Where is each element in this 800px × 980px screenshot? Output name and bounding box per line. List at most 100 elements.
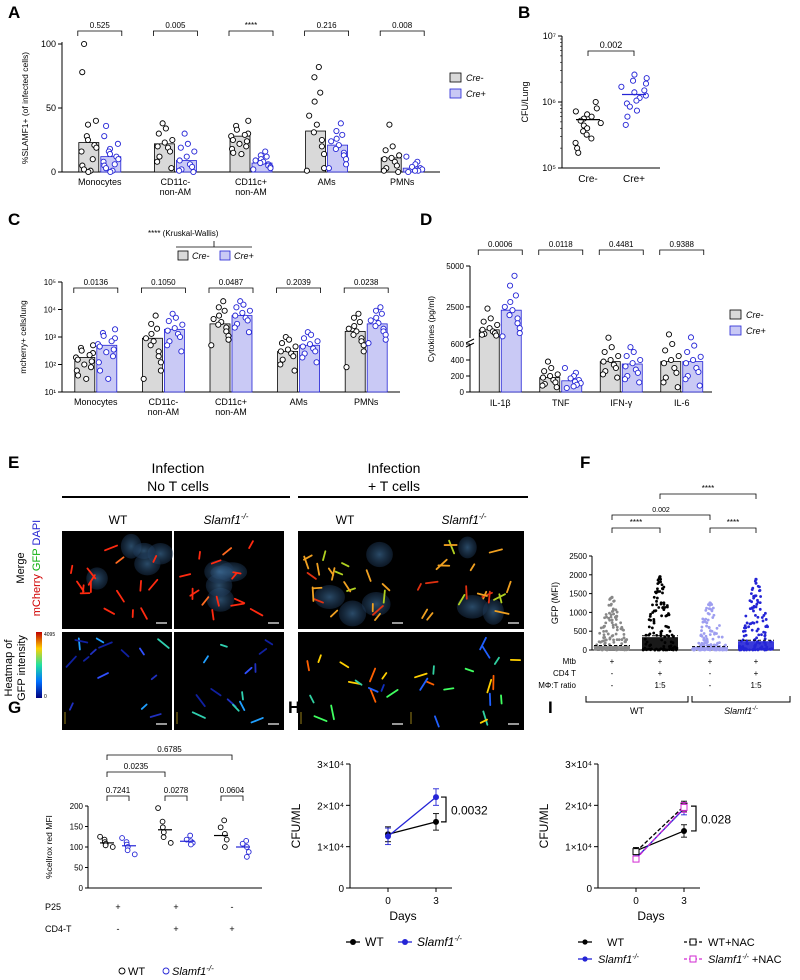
f-point: [763, 611, 767, 615]
bacterium: [381, 672, 388, 680]
bacterium: [148, 578, 159, 591]
f-point: [766, 625, 769, 629]
f-point-max: [754, 577, 758, 581]
a-point: [339, 131, 346, 138]
f-point: [745, 621, 749, 625]
c-point: [157, 359, 164, 366]
f-point: [764, 643, 767, 647]
panel-label-i: I: [548, 698, 553, 717]
legend-swatch-cre-plus-c: [219, 250, 231, 261]
dapi-nucleus: [338, 600, 367, 627]
g-condition-value: -: [117, 924, 120, 934]
f-point: [754, 613, 757, 617]
d-point: [484, 305, 491, 312]
f-point: [612, 612, 616, 616]
f-point: [651, 603, 654, 607]
d-point: [493, 332, 500, 339]
f-sig-baseline-label: 0.002: [652, 507, 670, 514]
d-point: [690, 356, 697, 364]
bacterium: [210, 688, 222, 697]
legend-marker-slamf1-h: [402, 939, 408, 945]
bacterium: [421, 608, 429, 619]
b-point: [641, 87, 648, 94]
g-point: [119, 835, 125, 841]
c-point: [239, 309, 246, 316]
f-point: [652, 595, 656, 599]
f-point: [658, 590, 662, 593]
f-point: [664, 648, 667, 652]
d-point: [600, 358, 607, 365]
f-condition-label: MΦ:T ratio: [538, 681, 576, 690]
h-point: [433, 818, 439, 825]
c-point: [215, 304, 222, 311]
f-point: [644, 642, 648, 646]
c-point: [112, 326, 119, 333]
f-point: [707, 648, 710, 651]
f-condition-label: Mtb: [563, 657, 577, 666]
a-point: [177, 144, 184, 151]
c-ytick-label: 10⁴: [44, 306, 57, 315]
f-point: [615, 628, 619, 632]
group2-title-line2: + T cells: [368, 478, 420, 494]
c-point: [208, 342, 215, 349]
a-xtick-label: non-AM: [235, 187, 267, 197]
a-point: [315, 63, 322, 71]
f-point: [755, 620, 759, 624]
bacterium: [380, 684, 385, 692]
d-point: [539, 374, 547, 381]
f-condition-value: +: [658, 669, 663, 678]
d-point: [662, 347, 669, 354]
a-point: [313, 121, 320, 128]
f-point: [611, 623, 615, 627]
c-pvalue-label: 0.0136: [84, 278, 109, 287]
bacterium: [198, 550, 201, 560]
f-point: [718, 648, 722, 652]
a-point: [85, 168, 92, 176]
d-pvalue-line: [477, 249, 523, 255]
a-xtick-label: CD11c+: [235, 177, 267, 187]
a-xtick-label: non-AM: [160, 187, 192, 197]
bacterium: [330, 704, 335, 721]
f-point: [756, 627, 760, 631]
f-point: [648, 614, 652, 618]
legend-i: WT Slamf1-/- WT+NAC Slamf1-/- +NAC: [578, 937, 782, 966]
bacterium: [479, 718, 488, 724]
a-pvalue-line: [153, 30, 198, 36]
bacterium: [481, 645, 491, 659]
f-point: [663, 635, 667, 639]
b-point: [583, 131, 590, 138]
f-point: [711, 637, 715, 641]
group2-title-line1: Infection: [368, 460, 421, 476]
b-ytick-label: 10⁷: [543, 31, 556, 41]
d-y-axis-label: Cytokines (pg/ml): [426, 296, 436, 362]
f-point: [608, 618, 612, 622]
a-point: [156, 153, 163, 160]
d-point: [501, 303, 508, 310]
a-point: [167, 148, 174, 155]
b-ytick-label: 10⁵: [542, 163, 556, 173]
b-point: [577, 117, 584, 124]
legend-label-wt: WT: [128, 966, 145, 978]
f-point: [754, 581, 758, 585]
c-point: [312, 348, 319, 355]
f-point: [674, 646, 678, 650]
c-point: [345, 325, 352, 332]
c-point: [105, 375, 112, 382]
bacterium: [150, 674, 158, 681]
g-y-axis-label: %cellrox red MFI: [44, 815, 54, 879]
f-point: [742, 634, 746, 638]
bacterium: [481, 591, 493, 598]
c-point: [373, 314, 380, 321]
bacterium: [103, 607, 116, 615]
c-point: [378, 310, 385, 317]
bacterium: [354, 679, 363, 686]
bacterium: [68, 702, 74, 711]
f-point: [605, 629, 608, 633]
bacterium: [367, 687, 379, 693]
f-point: [757, 633, 761, 637]
a-ytick-label: 100: [41, 39, 56, 49]
f-point: [593, 645, 597, 649]
b-point: [622, 121, 629, 128]
a-point: [241, 131, 248, 138]
c-point: [110, 346, 117, 353]
